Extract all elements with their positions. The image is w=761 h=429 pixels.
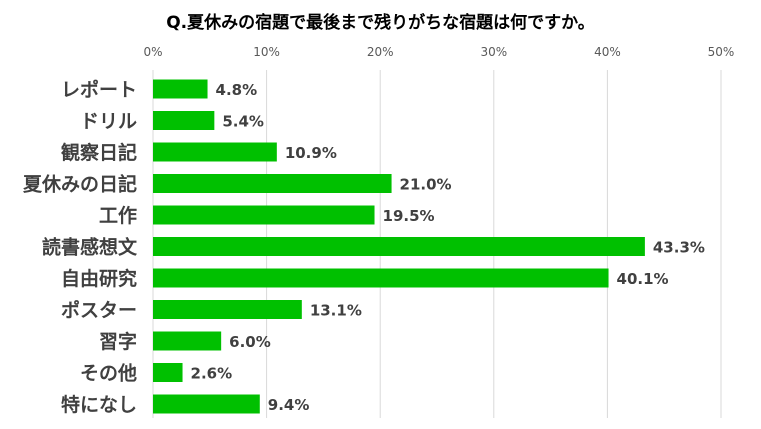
bar <box>153 331 222 351</box>
value-label: 5.4% <box>222 113 264 131</box>
x-tick-label: 10% <box>253 45 280 59</box>
x-tick-label: 40% <box>594 45 621 59</box>
value-label: 6.0% <box>229 333 271 351</box>
x-tick-label: 20% <box>367 45 394 59</box>
category-label: 夏休みの日記 <box>23 173 137 196</box>
value-labels: 4.8% 5.4% 10.9% 21.0% 19.5% 43.3% 40.1% 13.1% 6.… <box>191 81 705 414</box>
value-label: 9.4% <box>268 396 310 414</box>
value-label: 19.5% <box>383 207 435 225</box>
category-label: 工作 <box>99 204 137 227</box>
category-label: 習字 <box>99 330 137 353</box>
bar <box>153 300 302 319</box>
bar <box>153 394 260 414</box>
category-label: ポスター <box>61 299 137 322</box>
bars <box>153 79 645 414</box>
value-label: 21.0% <box>400 176 452 194</box>
category-label: その他 <box>80 362 137 385</box>
category-label: レポート <box>61 78 137 101</box>
category-label: ドリル <box>80 111 137 133</box>
bar <box>153 237 645 256</box>
bar <box>153 111 215 130</box>
category-labels: レポートドリル観察日記夏休みの日記工作読書感想文自由研究ポスター習字その他特にな… <box>23 78 138 416</box>
value-label: 43.3% <box>653 239 705 257</box>
x-tick-label: 30% <box>480 45 507 59</box>
tick-labels: 0% 10% 20% 30% 40% 50% <box>143 45 734 59</box>
value-label: 40.1% <box>617 270 669 288</box>
value-label: 4.8% <box>216 81 258 99</box>
chart-title: Q.夏休みの宿題で最後まで残りがちな宿題は何ですか。 <box>166 13 595 33</box>
value-label: 10.9% <box>285 144 337 162</box>
x-tick-label: 0% <box>143 45 162 59</box>
bar <box>153 363 183 382</box>
bar <box>153 142 277 162</box>
bar <box>153 205 375 225</box>
bar <box>153 79 208 99</box>
x-tick-label: 50% <box>708 45 735 59</box>
bar <box>153 268 609 288</box>
category-label: 特になし <box>61 394 137 416</box>
value-label: 2.6% <box>191 365 233 383</box>
bar <box>153 174 392 193</box>
category-label: 観察日記 <box>61 141 137 164</box>
category-label: 読書感想文 <box>42 236 138 259</box>
category-label: 自由研究 <box>61 267 137 290</box>
value-label: 13.1% <box>310 302 362 320</box>
